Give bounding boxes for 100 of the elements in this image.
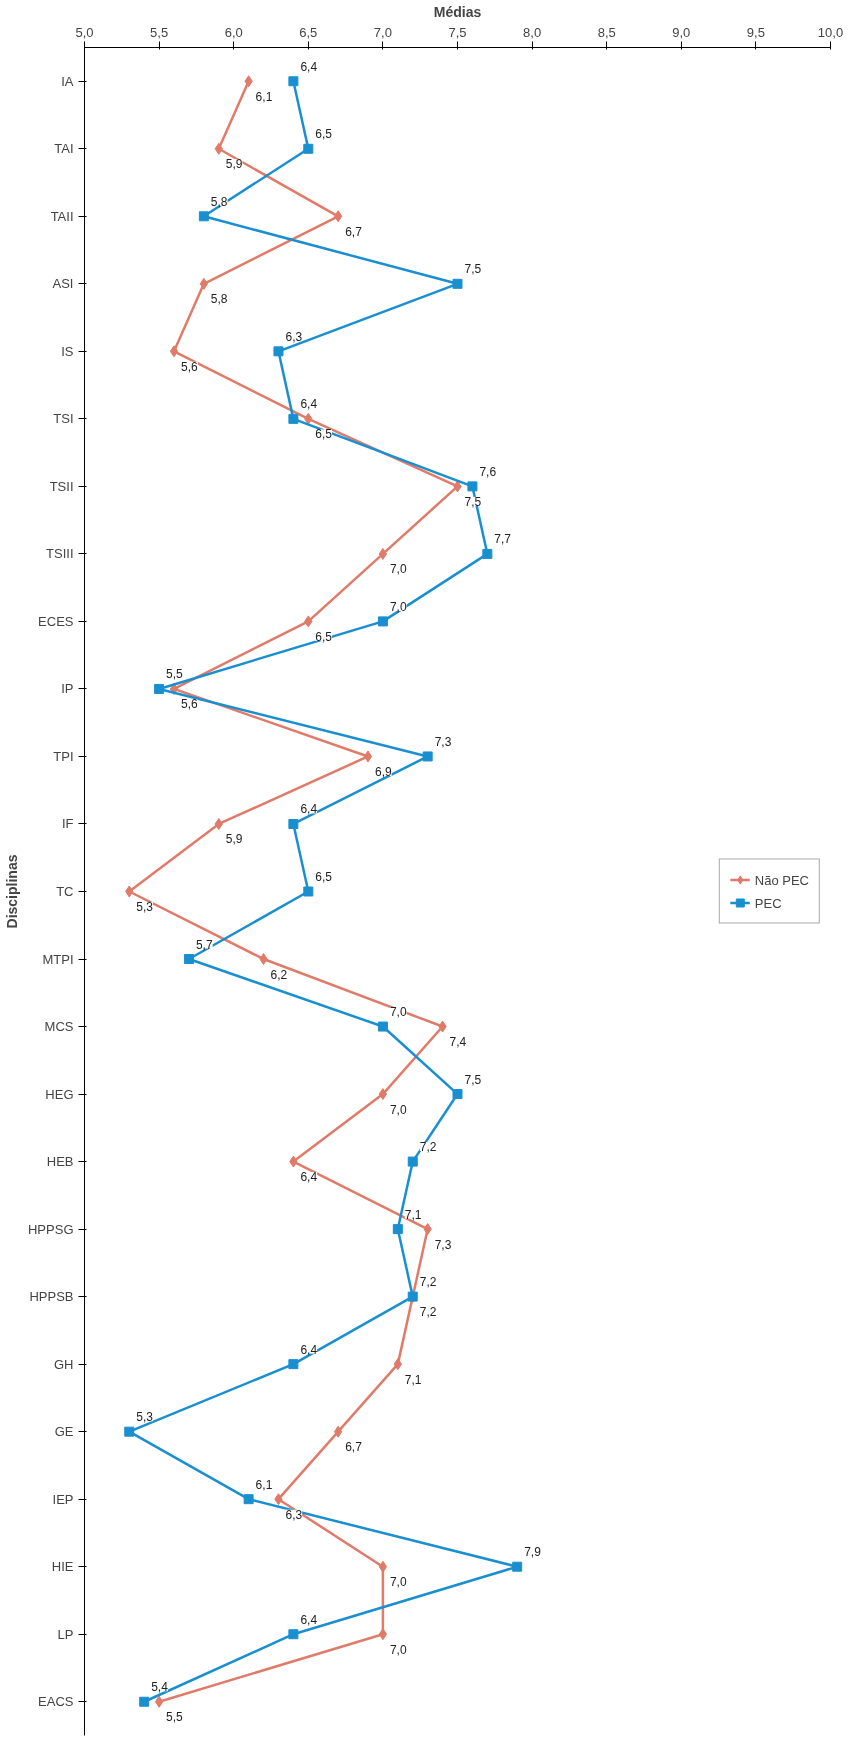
point [288, 1629, 299, 1640]
data-label: 5,8 [210, 292, 228, 307]
data-label: 5,6 [181, 697, 199, 712]
data-label: 6,5 [315, 127, 333, 142]
point [333, 1425, 343, 1438]
point [407, 1156, 418, 1167]
legend-label: Não PEC [754, 872, 809, 887]
y-tick-label: TPI [53, 748, 74, 764]
point [303, 886, 314, 897]
y-tick-label: IP [61, 681, 74, 697]
point [363, 750, 373, 763]
y-tick-label: TSI [53, 411, 74, 427]
data-label: 7,3 [434, 734, 452, 749]
point [377, 1021, 388, 1032]
data-label: 6,5 [315, 629, 333, 644]
y-tick-label: IF [61, 816, 74, 832]
point [377, 616, 388, 627]
data-label: 6,3 [285, 1507, 303, 1522]
data-label: 7,1 [404, 1207, 422, 1222]
y-tick-label: IEP [52, 1491, 74, 1507]
point [243, 1494, 254, 1505]
data-label: 5,5 [166, 1710, 184, 1725]
data-label: 6,2 [270, 967, 288, 982]
data-label: 7,4 [449, 1035, 467, 1050]
data-label: 6,1 [255, 89, 273, 104]
y-tick-label: HIE [51, 1559, 74, 1575]
y-tick-label: ASI [52, 276, 74, 292]
legend-label: PEC [754, 895, 782, 910]
point [482, 548, 493, 559]
y-tick-label: MCS [44, 1019, 74, 1035]
y-tick-label: LP [57, 1626, 74, 1642]
data-label: 6,1 [255, 1477, 273, 1492]
x-tick-label: 8,5 [597, 24, 616, 40]
y-tick-label: HPPSG [27, 1221, 74, 1237]
y-tick-label: IA [61, 73, 74, 89]
x-tick-label: 9,0 [672, 24, 691, 40]
y-tick-label: TAII [50, 208, 74, 224]
point [154, 683, 165, 694]
point [378, 1628, 388, 1641]
y-tick-label: HPPSB [29, 1289, 74, 1305]
x-tick-label: 9,5 [746, 24, 765, 40]
point [183, 954, 194, 965]
point [303, 143, 314, 154]
point [422, 751, 433, 762]
point [288, 76, 299, 87]
data-label: 7,0 [389, 1005, 407, 1020]
data-label: 6,4 [300, 59, 318, 74]
data-label: 6,4 [300, 1342, 318, 1357]
point [392, 1224, 403, 1235]
data-label: 5,6 [181, 359, 199, 374]
data-label: 6,9 [374, 764, 392, 779]
point [378, 1088, 388, 1101]
data-label: 7,0 [389, 1102, 407, 1117]
point [333, 210, 343, 223]
data-label: 7,2 [419, 1275, 437, 1290]
data-label: 6,5 [315, 870, 333, 884]
data-label: 7,0 [389, 562, 407, 577]
data-label: 7,7 [494, 532, 512, 547]
y-axis-title: Disciplinas [3, 854, 20, 929]
point [452, 1089, 463, 1100]
y-tick-label: HEB [46, 1154, 74, 1170]
point [124, 1426, 135, 1437]
y-tick-label: IS [61, 343, 74, 359]
data-label: 7,5 [464, 262, 482, 277]
data-label: 7,0 [389, 1575, 407, 1590]
data-label: 6,7 [345, 1440, 363, 1455]
data-label: 7,1 [404, 1372, 422, 1387]
point [169, 345, 179, 358]
point [452, 278, 463, 289]
point [154, 1695, 164, 1708]
data-label: 5,4 [151, 1680, 169, 1695]
point [467, 481, 478, 492]
data-label: 7,0 [389, 1642, 407, 1657]
data-label: 7,2 [419, 1305, 437, 1320]
point [378, 547, 388, 560]
y-tick-label: TSIII [46, 546, 74, 562]
y-tick-label: EACS [38, 1694, 74, 1710]
point [288, 413, 299, 424]
data-label: 5,5 [166, 667, 184, 682]
data-label: 5,9 [225, 832, 243, 847]
point [288, 1359, 299, 1370]
x-tick-label: 7,0 [373, 24, 392, 40]
y-tick-label: MTPI [42, 951, 74, 967]
point [378, 1560, 388, 1573]
data-label: 5,7 [195, 937, 213, 952]
point [273, 346, 284, 357]
y-tick-label: GE [54, 1424, 74, 1440]
point [512, 1561, 523, 1572]
x-tick-label: 8,0 [523, 24, 542, 40]
data-label: 6,4 [300, 397, 318, 412]
data-label: 7,5 [464, 494, 482, 509]
data-label: 7,5 [464, 1072, 482, 1087]
data-label: 6,4 [300, 802, 318, 817]
data-label: 6,4 [300, 1170, 318, 1185]
data-label: 6,4 [300, 1612, 318, 1627]
data-label: 5,3 [136, 1410, 154, 1425]
y-tick-label: HEG [45, 1086, 74, 1102]
x-tick-label: 7,5 [448, 24, 467, 40]
x-tick-label: 6,5 [299, 24, 318, 40]
data-label: 7,9 [524, 1545, 542, 1560]
